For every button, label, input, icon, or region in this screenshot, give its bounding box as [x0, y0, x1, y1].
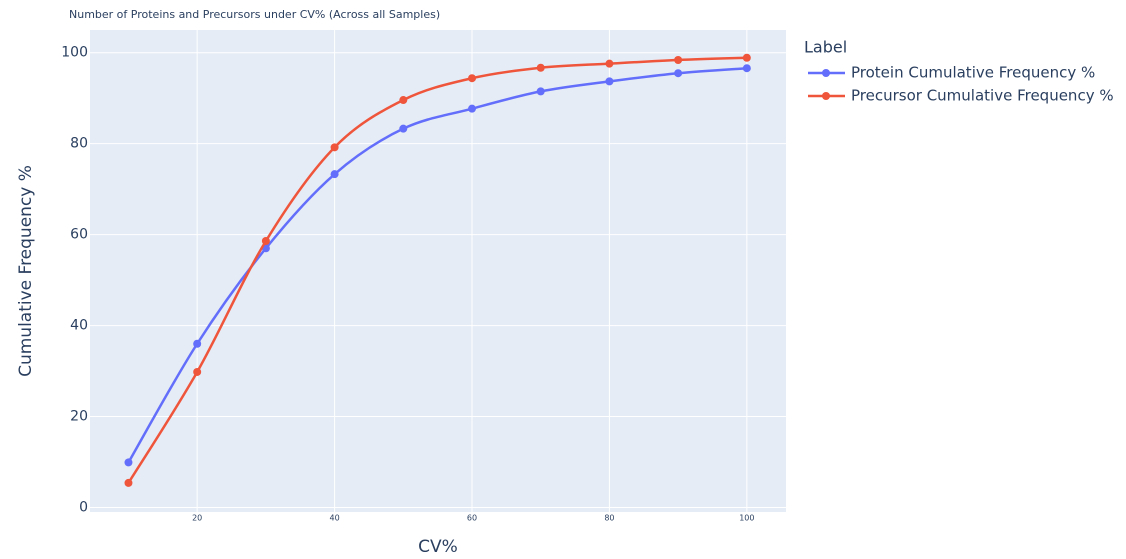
data-point [468, 104, 477, 113]
data-point [330, 170, 339, 179]
data-point [674, 69, 683, 78]
data-point [193, 339, 202, 348]
x-tick-label: 40 [330, 514, 340, 523]
series-line [127, 66, 747, 464]
y-tick-label: 0 [79, 499, 88, 515]
legend-label: Protein Cumulative Frequency % [851, 64, 1095, 82]
data-point [536, 63, 545, 72]
x-tick-label: 100 [739, 514, 754, 523]
data-point [124, 458, 133, 467]
data-point [330, 143, 339, 152]
y-axis-title: Cumulative Frequency % [16, 165, 36, 377]
data-point [536, 87, 545, 96]
data-point [605, 77, 614, 86]
data-point [605, 59, 614, 68]
data-point [468, 74, 477, 83]
legend-label: Precursor Cumulative Frequency % [851, 87, 1114, 105]
legend-title: Label [804, 38, 847, 57]
y-tick-label: 80 [70, 136, 88, 152]
data-point [193, 367, 202, 376]
x-tick-label: 20 [192, 514, 202, 523]
plot-area [90, 30, 786, 512]
data-point [261, 236, 270, 245]
legend-marker [822, 92, 830, 100]
data-point [674, 56, 683, 65]
data-point [124, 478, 133, 487]
x-axis-title: CV% [418, 537, 458, 557]
legend-marker [822, 69, 830, 77]
y-tick-label: 20 [70, 409, 88, 425]
x-tick-label: 60 [467, 514, 477, 523]
data-point [742, 53, 751, 62]
data-point [399, 96, 408, 105]
data-point [399, 124, 408, 133]
y-tick-label: 100 [61, 45, 88, 61]
y-tick-label: 60 [70, 227, 88, 243]
chart-title: Number of Proteins and Precursors under … [69, 8, 440, 21]
data-point [742, 64, 751, 73]
y-tick-label: 40 [70, 318, 88, 334]
x-tick-label: 80 [604, 514, 614, 523]
